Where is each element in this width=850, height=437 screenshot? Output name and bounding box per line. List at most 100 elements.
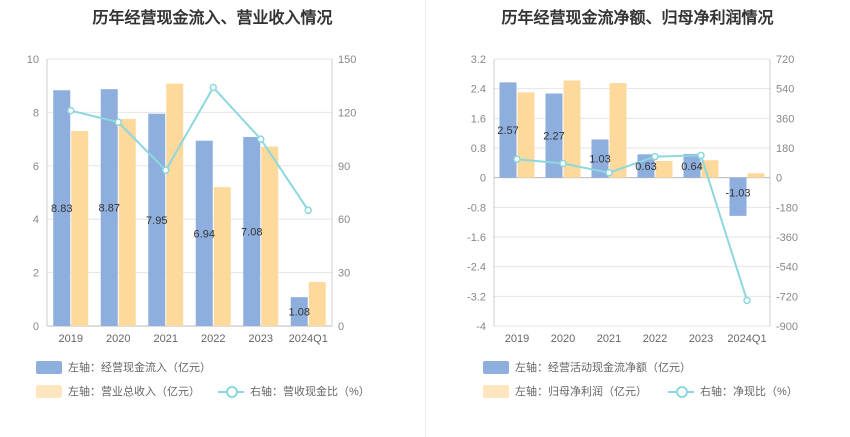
left-data-label: 8.83 bbox=[51, 203, 72, 215]
left-ytick-right: 60 bbox=[338, 214, 350, 226]
right-ytick-left: -1.6 bbox=[467, 232, 486, 244]
legend-item-left-2[interactable]: 左轴：营业总收入（亿元） bbox=[36, 383, 200, 399]
left-bar-s1 bbox=[195, 140, 213, 326]
legend-label: 左轴：经营活动现金流净额（亿元） bbox=[515, 362, 691, 374]
right-line-point bbox=[743, 296, 751, 305]
right-ytick-right: 540 bbox=[776, 84, 794, 96]
chart-title-left: 历年经营现金流入、营业收入情况 bbox=[92, 10, 333, 27]
right-ytick-left: -3.2 bbox=[467, 291, 486, 303]
right-bar-s2 bbox=[747, 173, 765, 178]
left-ytick-left: 2 bbox=[33, 268, 39, 280]
right-ytick-right: -900 bbox=[776, 321, 798, 333]
left-ytick-right: 30 bbox=[338, 268, 350, 280]
left-bar-s2 bbox=[261, 146, 279, 326]
left-data-label: 7.95 bbox=[146, 215, 167, 227]
right-data-label: 0.64 bbox=[681, 161, 702, 173]
left-ytick-left: 4 bbox=[33, 214, 39, 226]
right-ytick-right: -360 bbox=[776, 232, 798, 244]
right-line-series bbox=[516, 154, 748, 301]
legend-label: 左轴：营业总收入（亿元） bbox=[68, 386, 200, 398]
legend-item-left-3[interactable]: 右轴：营收现金比（%） bbox=[218, 383, 370, 399]
right-data-label: 1.03 bbox=[589, 154, 610, 166]
legend-swatch-icon bbox=[36, 360, 62, 374]
chart-svg-left: 0 2 4 6 8 10 0 30 60 90 120 150 2019 2020 2021 2022 2023… bbox=[27, 54, 357, 345]
right-bar-s1 bbox=[499, 82, 517, 178]
right-line-point bbox=[513, 155, 521, 163]
left-line-point bbox=[304, 206, 312, 215]
right-line-point bbox=[559, 159, 567, 168]
chart-svg-right: -4 -3.2 -2.4 -1.6 -0.8 0 0.8 1.6 2.4 3.2 -900 -720 -… bbox=[467, 54, 798, 345]
left-bar-s1 bbox=[243, 136, 261, 326]
right-line-point bbox=[697, 151, 705, 160]
right-ytick-right: 180 bbox=[776, 143, 794, 155]
left-ytick-left: 0 bbox=[33, 321, 39, 333]
left-ytick-left: 8 bbox=[33, 107, 39, 119]
legend-item-left-1[interactable]: 左轴：经营现金流入（亿元） bbox=[36, 359, 211, 375]
legend-label: 右轴：净现比（%） bbox=[700, 386, 798, 398]
legend-swatch-icon bbox=[483, 360, 509, 374]
left-data-label: 6.94 bbox=[194, 228, 215, 240]
right-bar-s1 bbox=[545, 93, 563, 178]
legend-swatch-icon bbox=[36, 384, 62, 398]
left-xtick: 2024Q1 bbox=[289, 333, 328, 345]
right-data-label: -1.03 bbox=[725, 188, 750, 200]
left-bar-s1 bbox=[290, 297, 308, 326]
right-xtick: 2020 bbox=[551, 333, 575, 345]
right-bar-s1 bbox=[591, 139, 609, 178]
left-ytick-right: 150 bbox=[338, 54, 356, 66]
left-ytick-left: 6 bbox=[33, 161, 39, 173]
legend-line-icon bbox=[668, 385, 694, 398]
left-bar-s2 bbox=[166, 83, 184, 327]
left-bar-s2 bbox=[71, 131, 89, 326]
left-bar-s1 bbox=[100, 89, 118, 327]
right-bar-s1 bbox=[637, 154, 655, 178]
right-data-label: 2.27 bbox=[543, 131, 564, 143]
right-ytick-right: -540 bbox=[776, 262, 798, 274]
left-ytick-left: 10 bbox=[27, 54, 39, 66]
right-ytick-right: -180 bbox=[776, 202, 798, 214]
left-xtick: 2020 bbox=[106, 333, 130, 345]
legend-label: 右轴：营收现金比（%） bbox=[250, 386, 370, 398]
right-xtick: 2021 bbox=[597, 333, 621, 345]
right-xtick: 2022 bbox=[643, 333, 667, 345]
left-data-label: 7.08 bbox=[241, 226, 262, 238]
left-ytick-right: 90 bbox=[338, 161, 350, 173]
right-ytick-left: -4 bbox=[476, 321, 486, 333]
left-line-point bbox=[162, 166, 170, 174]
right-ytick-left: 2.4 bbox=[471, 84, 486, 96]
left-xtick: 2022 bbox=[201, 333, 225, 345]
legend-label: 左轴：归母净利润（亿元） bbox=[515, 386, 647, 398]
legend-item-right-3[interactable]: 右轴：净现比（%） bbox=[668, 383, 798, 399]
right-bar-s2 bbox=[609, 83, 627, 178]
right-ytick-left: -0.8 bbox=[467, 202, 486, 214]
legend-item-right-1[interactable]: 左轴：经营活动现金流净额（亿元） bbox=[483, 359, 691, 375]
left-data-label: 1.08 bbox=[289, 307, 310, 319]
chart-title-right: 历年经营现金流净额、归母净利润情况 bbox=[501, 10, 774, 27]
left-data-label: 8.87 bbox=[99, 203, 120, 215]
left-bar-s2 bbox=[213, 187, 231, 326]
left-xtick: 2021 bbox=[154, 333, 178, 345]
right-xtick: 2024Q1 bbox=[727, 333, 766, 345]
left-line-point bbox=[257, 135, 265, 143]
right-xtick: 2019 bbox=[505, 333, 529, 345]
right-xtick: 2023 bbox=[689, 333, 713, 345]
chart-panel-right: 历年经营现金流净额、归母净利润情况 -4 -3.2 -2.4 -1.6 -0.8 0 0.8… bbox=[425, 0, 850, 437]
right-bar-s2 bbox=[517, 92, 535, 178]
right-bar-s1 bbox=[729, 177, 747, 216]
legend-swatch-icon bbox=[483, 384, 509, 398]
right-bar-s2 bbox=[563, 80, 581, 178]
right-bar-s1 bbox=[683, 153, 701, 178]
right-bar-s2 bbox=[655, 160, 673, 178]
right-ytick-left: 1.6 bbox=[471, 113, 486, 125]
right-data-label: 0.63 bbox=[635, 161, 656, 173]
right-ytick-right: -720 bbox=[776, 291, 798, 303]
left-bar-s2 bbox=[308, 281, 326, 326]
legend-label: 左轴：经营现金流入（亿元） bbox=[68, 362, 211, 374]
right-ytick-left: -2.4 bbox=[467, 262, 486, 274]
left-line-point bbox=[67, 106, 75, 115]
panel-divider bbox=[425, 0, 426, 437]
left-ytick-right: 120 bbox=[338, 107, 356, 119]
legend-item-right-2[interactable]: 左轴：归母净利润（亿元） bbox=[483, 383, 647, 399]
right-ytick-right: 720 bbox=[776, 54, 794, 66]
left-line-series bbox=[70, 85, 310, 211]
